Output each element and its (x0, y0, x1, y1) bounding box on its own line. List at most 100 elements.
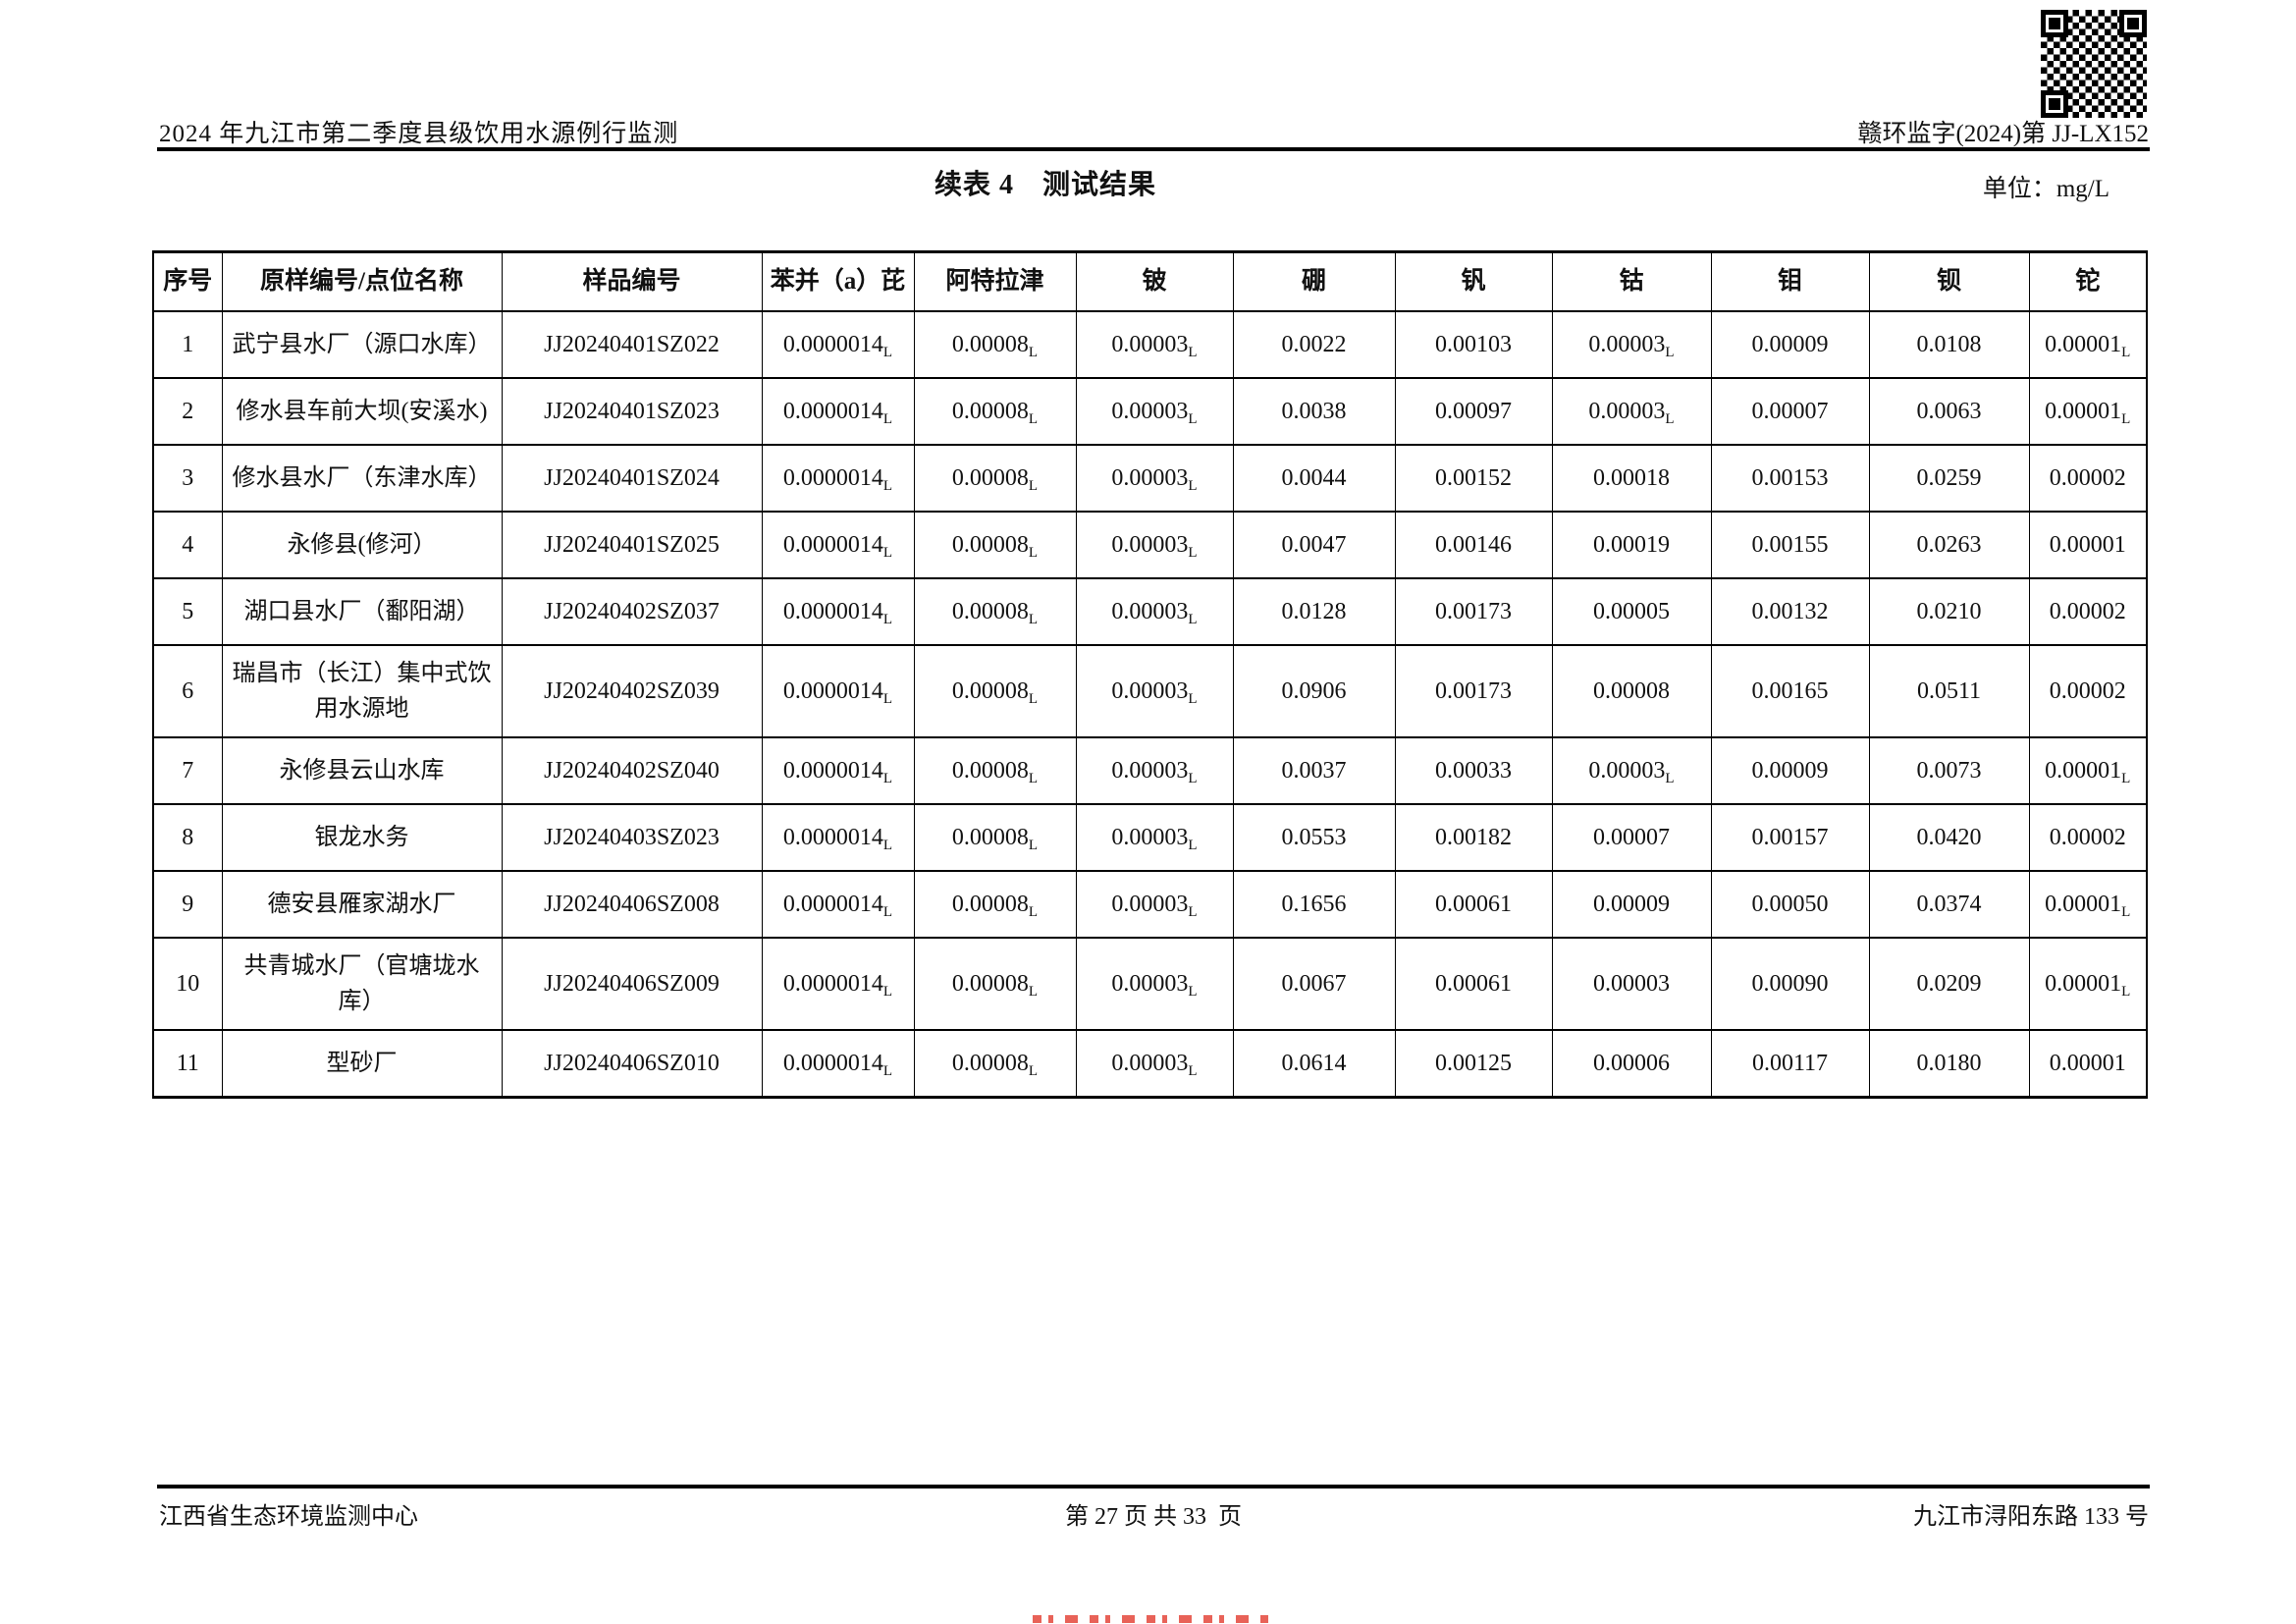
below-detection-limit-mark: L (882, 477, 893, 494)
sample-code-cell: JJ20240401SZ023 (501, 376, 763, 446)
table-row: 7 永修县云山水库 JJ20240402SZ040 0.0000014L 0.00008… (152, 735, 2148, 805)
value-cell: 0.00002 (2028, 443, 2148, 513)
below-detection-limit-mark: L (1028, 983, 1039, 1000)
below-detection-limit-mark: L (1028, 410, 1039, 427)
value-cell: 0.0180 (1868, 1028, 2030, 1098)
below-detection-limit-mark: L (1028, 544, 1039, 561)
column-header: 铍 (1075, 250, 1234, 312)
row-index-cell: 7 (152, 735, 223, 805)
table-row: 6 瑞昌市（长江）集中式饮用水源地 JJ20240402SZ039 0.0000014… (152, 643, 2148, 738)
sample-code-cell: JJ20240402SZ040 (501, 735, 763, 805)
row-index-cell: 11 (152, 1028, 223, 1098)
value-cell: 0.0108 (1868, 309, 2030, 379)
row-index-cell: 10 (152, 936, 223, 1031)
value-cell: 0.0047 (1232, 510, 1396, 579)
table-row: 11 型砂厂 JJ20240406SZ010 0.0000014L 0.00008L 0.… (152, 1028, 2148, 1098)
table-header-row: 序号 原样编号/点位名称 样品编号 苯并（a）芘 阿特拉津铍硼钒钴钼钡铊 (152, 250, 2148, 312)
red-text-fragment (1033, 1615, 1268, 1623)
below-detection-limit-mark: L (1028, 611, 1039, 627)
value-cell: 0.0263 (1868, 510, 2030, 579)
value-cell: 0.0614 (1232, 1028, 1396, 1098)
below-detection-limit-mark: L (1665, 344, 1675, 360)
value-cell: 0.0044 (1232, 443, 1396, 513)
value-cell: 0.0259 (1868, 443, 2030, 513)
value-cell: 0.00019 (1551, 510, 1712, 579)
value-cell: 0.00002 (2028, 802, 2148, 872)
value-cell: 0.00008L (913, 643, 1077, 738)
below-detection-limit-mark: L (1028, 1062, 1039, 1079)
value-cell: 0.00008L (913, 576, 1077, 646)
value-cell: 0.0000014L (761, 1028, 915, 1098)
below-detection-limit-mark: L (882, 410, 893, 427)
below-detection-limit-mark: L (1028, 837, 1039, 853)
column-header: 原样编号/点位名称 (221, 250, 503, 312)
value-cell: 0.00008 (1551, 643, 1712, 738)
table-row: 10 共青城水厂（官塘垅水库） JJ20240406SZ009 0.0000014L 0… (152, 936, 2148, 1031)
value-cell: 0.00008L (913, 1028, 1077, 1098)
value-cell: 0.00061 (1394, 936, 1553, 1031)
value-cell: 0.00005 (1551, 576, 1712, 646)
results-table: 序号 原样编号/点位名称 样品编号 苯并（a）芘 阿特拉津铍硼钒钴钼钡铊 1 武宁县水厂（… (152, 250, 2148, 1099)
below-detection-limit-mark: L (1665, 410, 1675, 427)
site-name-cell: 瑞昌市（长江）集中式饮用水源地 (221, 643, 503, 738)
below-detection-limit-mark: L (882, 544, 893, 561)
value-cell: 0.00001L (2028, 735, 2148, 805)
below-detection-limit-mark: L (882, 903, 893, 920)
value-cell: 0.00008L (913, 376, 1077, 446)
table-title: 续表 4 测试结果 (934, 170, 1156, 200)
value-cell: 0.00117 (1710, 1028, 1870, 1098)
value-cell: 0.00061 (1394, 869, 1553, 939)
below-detection-limit-mark: L (2121, 344, 2131, 360)
below-detection-limit-mark: L (882, 983, 893, 1000)
value-cell: 0.00007 (1710, 376, 1870, 446)
value-cell: 0.00003L (1075, 1028, 1234, 1098)
below-detection-limit-mark: L (1188, 983, 1198, 1000)
site-name-cell: 共青城水厂（官塘垅水库） (221, 936, 503, 1031)
below-detection-limit-mark: L (1028, 690, 1039, 707)
value-cell: 0.00008L (913, 735, 1077, 805)
value-cell: 0.00132 (1710, 576, 1870, 646)
below-detection-limit-mark: L (1188, 477, 1198, 494)
value-cell: 0.00173 (1394, 643, 1553, 738)
column-header: 阿特拉津 (913, 250, 1077, 312)
below-detection-limit-mark: L (1028, 903, 1039, 920)
value-cell: 0.1656 (1232, 869, 1396, 939)
qr-finder-icon (2041, 90, 2068, 118)
value-cell: 0.0000014L (761, 869, 915, 939)
value-cell: 0.00003L (1075, 576, 1234, 646)
below-detection-limit-mark: L (1028, 344, 1039, 360)
value-cell: 0.0067 (1232, 936, 1396, 1031)
value-cell: 0.0553 (1232, 802, 1396, 872)
below-detection-limit-mark: L (882, 344, 893, 360)
table-row: 3 修水县水厂（东津水库） JJ20240401SZ024 0.0000014L 0.0… (152, 443, 2148, 513)
below-detection-limit-mark: L (1188, 410, 1198, 427)
below-detection-limit-mark: L (882, 611, 893, 627)
page-number: 第 27 页 共 33 页 (1065, 1504, 1242, 1530)
qr-code-icon (2040, 9, 2148, 119)
site-name-cell: 永修县(修河） (221, 510, 503, 579)
value-cell: 0.0000014L (761, 802, 915, 872)
footer-address: 九江市浔阳东路 133 号 (1913, 1504, 2149, 1530)
value-cell: 0.00008L (913, 510, 1077, 579)
column-header: 样品编号 (501, 250, 763, 312)
column-header: 铊 (2028, 250, 2148, 312)
value-cell: 0.0209 (1868, 936, 2030, 1031)
sample-code-cell: JJ20240402SZ039 (501, 643, 763, 738)
value-cell: 0.00003L (1075, 510, 1234, 579)
value-cell: 0.00003L (1075, 443, 1234, 513)
value-cell: 0.0906 (1232, 643, 1396, 738)
value-cell: 0.00033 (1394, 735, 1553, 805)
sample-code-cell: JJ20240401SZ024 (501, 443, 763, 513)
value-cell: 0.00153 (1710, 443, 1870, 513)
header-divider (157, 147, 2150, 151)
sample-code-cell: JJ20240401SZ025 (501, 510, 763, 579)
below-detection-limit-mark: L (1188, 837, 1198, 853)
value-cell: 0.00003L (1075, 869, 1234, 939)
value-cell: 0.0210 (1868, 576, 2030, 646)
table-row: 9 德安县雁家湖水厂 JJ20240406SZ008 0.0000014L 0.0000… (152, 869, 2148, 939)
sample-code-cell: JJ20240406SZ009 (501, 936, 763, 1031)
row-index-cell: 1 (152, 309, 223, 379)
value-cell: 0.00157 (1710, 802, 1870, 872)
table-row: 1 武宁县水厂（源口水库） JJ20240401SZ022 0.0000014L 0.0… (152, 309, 2148, 379)
below-detection-limit-mark: L (1028, 477, 1039, 494)
